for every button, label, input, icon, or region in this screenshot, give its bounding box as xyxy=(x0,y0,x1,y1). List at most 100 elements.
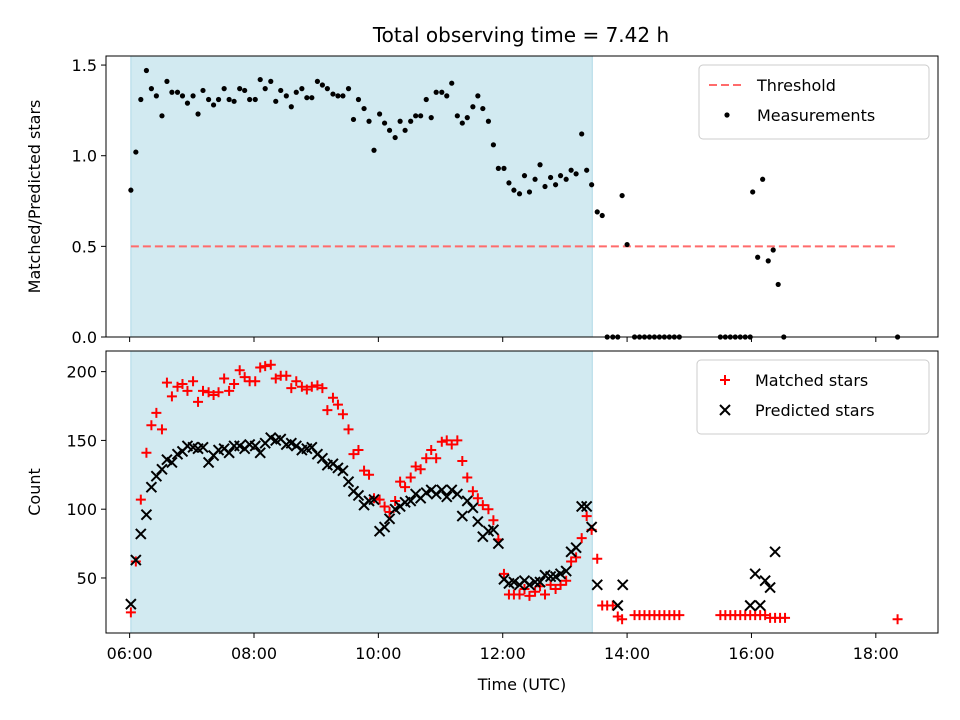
measurement-point xyxy=(159,113,165,119)
measurement-point xyxy=(573,171,579,177)
measurement-point xyxy=(459,120,465,126)
matched-stars-point xyxy=(281,370,292,381)
measurement-point xyxy=(247,96,253,103)
measurement-point xyxy=(501,165,507,171)
matched-stars-point xyxy=(395,476,406,487)
count-panel: 50 100 150 200 06:00 08:00 10:00 12:00 14:00 16:0… xyxy=(25,350,939,694)
measurement-point xyxy=(470,104,476,110)
predicted-stars-point xyxy=(368,493,380,506)
matched-stars-point xyxy=(364,469,375,480)
predicted-stars-point xyxy=(508,576,520,588)
measurement-point xyxy=(231,98,237,104)
legend-marker xyxy=(724,112,730,118)
count-plot-area xyxy=(125,359,903,625)
matched-stars-point xyxy=(141,447,152,458)
measurement-point xyxy=(237,86,243,92)
measurement-point xyxy=(624,241,630,248)
matched-stars-point xyxy=(607,600,618,611)
y-tick-label: 150 xyxy=(66,431,97,450)
legend-label: Measurements xyxy=(757,106,875,125)
measurement-point xyxy=(386,127,393,133)
measurement-point xyxy=(619,192,625,199)
x-tick-label: 14:00 xyxy=(604,644,650,663)
predicted-stars-point xyxy=(145,481,158,493)
ratio-y-axis-label: Matched/Predicted stars xyxy=(25,100,44,294)
predicted-stars-point xyxy=(492,537,505,550)
predicted-stars-point xyxy=(456,510,469,522)
predicted-stars-point xyxy=(125,598,137,610)
measurement-point xyxy=(423,96,429,103)
matched-stars-point xyxy=(255,362,266,373)
predicted-stars-point xyxy=(451,488,464,500)
measurement-point xyxy=(262,86,268,92)
predicted-stars-point xyxy=(554,568,567,580)
matched-stars-point xyxy=(125,607,136,618)
measurement-point xyxy=(755,254,761,260)
matched-stars-point xyxy=(617,614,628,625)
predicted-stars-point xyxy=(223,447,235,459)
ratio-axes: 0.0 0.5 1.0 1.5 xyxy=(72,56,877,347)
matched-stars-point xyxy=(488,515,499,526)
measurement-point xyxy=(133,149,139,155)
predicted-stars-point xyxy=(769,546,781,558)
measurement-point xyxy=(215,96,222,103)
matched-stars-point xyxy=(390,495,401,506)
matched-stars-point xyxy=(219,373,230,384)
measurement-point xyxy=(184,100,191,106)
predicted-stars-point xyxy=(197,441,209,454)
measurement-point xyxy=(179,93,186,99)
matched-stars-point xyxy=(291,376,302,387)
legend-label: Threshold xyxy=(756,76,836,95)
matched-stars-point xyxy=(286,383,297,394)
measurement-point xyxy=(330,91,336,97)
measurement-point xyxy=(444,93,450,99)
predicted-stars-point xyxy=(140,508,153,521)
measurement-point xyxy=(361,105,367,112)
x-tick-label: 16:00 xyxy=(728,644,774,663)
measurement-point xyxy=(532,176,538,182)
matched-stars-point xyxy=(322,405,333,416)
measurement-point xyxy=(174,89,181,95)
predicted-stars-point xyxy=(472,515,484,528)
measurement-point xyxy=(526,189,533,195)
predicted-stars-point xyxy=(529,576,541,588)
matched-stars-point xyxy=(151,407,162,418)
y-tick-label: 200 xyxy=(66,363,97,382)
matched-stars-point xyxy=(224,385,235,396)
measurement-point xyxy=(770,247,776,253)
measurement-point xyxy=(210,102,217,108)
measurement-point xyxy=(506,180,512,186)
measurement-point xyxy=(221,86,227,92)
predicted-stars-point xyxy=(580,500,593,513)
measurement-point xyxy=(765,258,771,264)
predicted-stars-point xyxy=(523,579,536,591)
measurement-point xyxy=(563,176,569,182)
matched-stars-point xyxy=(405,472,416,483)
measurement-point xyxy=(283,93,289,99)
measurement-point xyxy=(418,113,424,119)
predicted-stars-point xyxy=(290,440,302,452)
measurement-point xyxy=(153,93,159,99)
matched-stars-point xyxy=(327,392,338,403)
predicted-stars-point xyxy=(166,456,178,469)
matched-stars-point xyxy=(265,359,276,370)
measurement-point xyxy=(138,96,144,103)
matched-stars-point xyxy=(467,486,478,497)
matched-stars-point xyxy=(472,493,483,504)
predicted-stars-point xyxy=(487,524,500,536)
predicted-stars-point xyxy=(342,475,355,488)
measurement-point xyxy=(340,93,346,99)
measurement-point xyxy=(128,187,134,193)
measurement-point xyxy=(314,78,321,84)
y-tick-label: 1.0 xyxy=(72,147,97,166)
measurement-point xyxy=(511,187,517,193)
matched-stars-point xyxy=(166,391,177,402)
measurement-point xyxy=(433,89,439,95)
matched-stars-point xyxy=(431,453,442,464)
measurement-point xyxy=(206,96,212,103)
y-tick-label: 0.0 xyxy=(72,328,97,347)
predicted-stars-point xyxy=(202,456,215,469)
matched-stars-point xyxy=(674,610,685,621)
predicted-stars-point xyxy=(378,521,391,533)
matched-stars-point xyxy=(332,399,343,410)
